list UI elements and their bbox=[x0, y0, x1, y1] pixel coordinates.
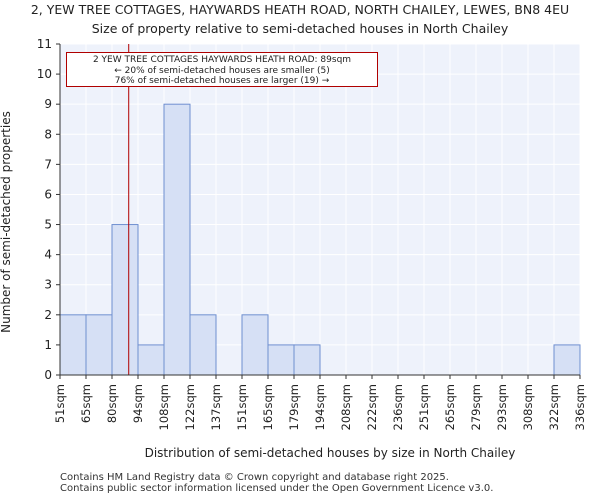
x-tick-label: 151sqm bbox=[235, 384, 249, 430]
x-tick-label: 137sqm bbox=[209, 384, 223, 430]
y-tick-label: 8 bbox=[44, 127, 52, 141]
y-tick-label: 11 bbox=[37, 37, 52, 51]
y-tick-label: 10 bbox=[37, 67, 52, 81]
x-tick-label: 179sqm bbox=[287, 384, 301, 430]
histogram-bar bbox=[59, 314, 87, 376]
y-tick-label: 4 bbox=[44, 248, 52, 262]
annotation-line-property: 2 YEW TREE COTTAGES HAYWARDS HEATH ROAD:… bbox=[92, 55, 352, 65]
x-tick-label: 265sqm bbox=[443, 384, 457, 430]
property-annotation-box: 2 YEW TREE COTTAGES HAYWARDS HEATH ROAD:… bbox=[66, 52, 378, 87]
x-tick-label: 122sqm bbox=[183, 384, 197, 430]
annotation-line-larger: 76% of semi-detached houses are larger (… bbox=[114, 76, 330, 86]
y-axis-label: Number of semi-detached properties bbox=[0, 111, 13, 333]
x-tick-label: 236sqm bbox=[391, 384, 405, 430]
y-tick-label: 7 bbox=[44, 157, 52, 171]
x-tick-label: 80sqm bbox=[105, 384, 119, 423]
x-tick-label: 322sqm bbox=[547, 384, 561, 430]
x-tick-label: 293sqm bbox=[495, 384, 509, 430]
y-tick-label: 5 bbox=[44, 218, 52, 232]
x-tick-label: 208sqm bbox=[339, 384, 353, 430]
y-tick-label: 1 bbox=[44, 338, 52, 352]
y-tick-label: 2 bbox=[44, 308, 52, 322]
histogram-bar bbox=[293, 344, 321, 376]
y-tick-label: 6 bbox=[44, 187, 52, 201]
histogram-bar bbox=[85, 314, 113, 376]
x-tick-label: 222sqm bbox=[365, 384, 379, 430]
x-axis-label: Distribution of semi-detached houses by … bbox=[144, 446, 516, 460]
x-tick-label: 279sqm bbox=[469, 384, 483, 430]
footer-line-licence: Contains public sector information licen… bbox=[60, 483, 494, 494]
histogram-bar bbox=[111, 224, 139, 376]
histogram-bar bbox=[189, 314, 217, 376]
histogram-bar bbox=[241, 314, 269, 376]
histogram-bar bbox=[267, 344, 295, 376]
x-tick-label: 65sqm bbox=[79, 384, 93, 423]
chart-subtitle: Size of property relative to semi-detach… bbox=[91, 21, 509, 36]
histogram-bar bbox=[163, 103, 191, 376]
annotation-line-smaller: ← 20% of semi-detached houses are smalle… bbox=[114, 65, 330, 76]
y-tick-label: 9 bbox=[44, 97, 52, 111]
x-tick-label: 108sqm bbox=[157, 384, 171, 430]
x-tick-label: 251sqm bbox=[417, 384, 431, 430]
histogram-bar bbox=[553, 344, 581, 376]
histogram-bar bbox=[137, 344, 165, 376]
x-tick-label: 194sqm bbox=[313, 384, 327, 430]
footer-line-land-registry: Contains HM Land Registry data © Crown c… bbox=[60, 472, 449, 483]
x-tick-label: 308sqm bbox=[521, 384, 535, 430]
x-tick-label: 94sqm bbox=[131, 384, 145, 423]
chart-title: 2, YEW TREE COTTAGES, HAYWARDS HEATH ROA… bbox=[30, 2, 570, 17]
footer-attribution: Contains HM Land Registry data © Crown c… bbox=[60, 472, 493, 494]
x-tick-label: 336sqm bbox=[573, 384, 587, 430]
x-tick-label: 165sqm bbox=[261, 384, 275, 430]
y-tick-label: 0 bbox=[44, 368, 52, 382]
y-tick-label: 3 bbox=[44, 278, 52, 292]
x-tick-label: 51sqm bbox=[53, 384, 67, 423]
